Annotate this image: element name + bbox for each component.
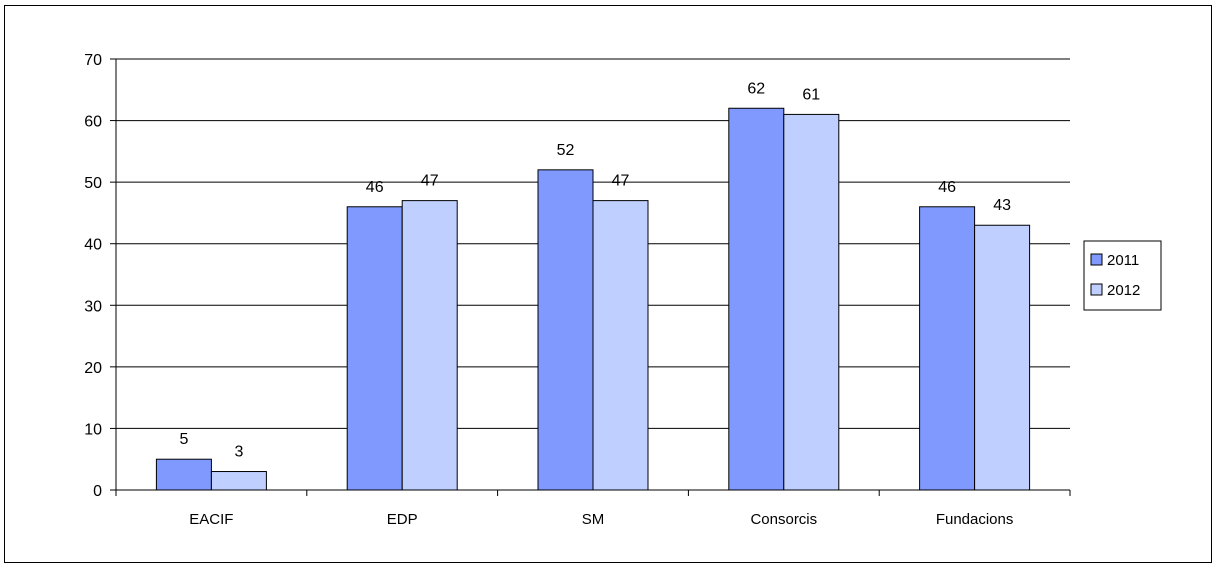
data-label: 46	[366, 179, 384, 196]
legend-label-2012: 2012	[1107, 282, 1140, 299]
bar-chart: 0 10 20 30 40 50 60 70 5 3 EACIF 46 47 EDP 52 47 SM 62 61 C…	[84, 52, 1162, 528]
y-tick-label: 0	[93, 483, 102, 500]
data-label: 61	[802, 86, 820, 103]
data-label: 3	[234, 444, 243, 461]
data-label: 5	[179, 431, 188, 448]
x-category-label: SM	[582, 511, 605, 528]
y-tick-label: 30	[84, 298, 102, 315]
y-tick-label: 50	[84, 175, 102, 192]
y-tick-label: 20	[84, 360, 102, 377]
legend-label-2011: 2011	[1107, 252, 1139, 269]
x-category-label: EDP	[387, 511, 418, 528]
data-label: 52	[557, 142, 575, 159]
data-label: 46	[938, 179, 956, 196]
y-tick-label: 40	[84, 237, 102, 254]
legend-box	[1083, 240, 1162, 311]
y-tick-label: 10	[84, 421, 102, 438]
bar-2011-edp	[346, 206, 403, 491]
bar-2011-eacif	[155, 458, 212, 491]
bar-2012-sm	[592, 200, 649, 491]
bar-2012-fundacions	[974, 224, 1031, 491]
bar-2012-edp	[401, 200, 458, 491]
bar-2011-fundacions	[919, 206, 976, 491]
bar-2012-consorcis	[783, 113, 840, 491]
y-tick-label: 60	[84, 114, 102, 131]
bar-2012-eacif	[210, 471, 267, 491]
legend-swatch-2011	[1090, 253, 1103, 266]
data-label: 47	[421, 173, 439, 190]
data-label: 43	[993, 197, 1011, 214]
y-tick-label: 70	[84, 52, 102, 69]
chart-frame: 0 10 20 30 40 50 60 70 5 3 EACIF 46 47 EDP 52 47 SM 62 61 C…	[4, 5, 1212, 563]
legend-swatch-2012	[1090, 283, 1103, 296]
data-label: 47	[612, 173, 630, 190]
bar-2011-sm	[537, 169, 594, 491]
bar-2011-consorcis	[728, 107, 785, 491]
x-category-label: EACIF	[189, 511, 233, 528]
x-category-label: Consorcis	[750, 511, 817, 528]
data-label: 62	[747, 80, 765, 97]
x-category-label: Fundacions	[936, 511, 1014, 528]
